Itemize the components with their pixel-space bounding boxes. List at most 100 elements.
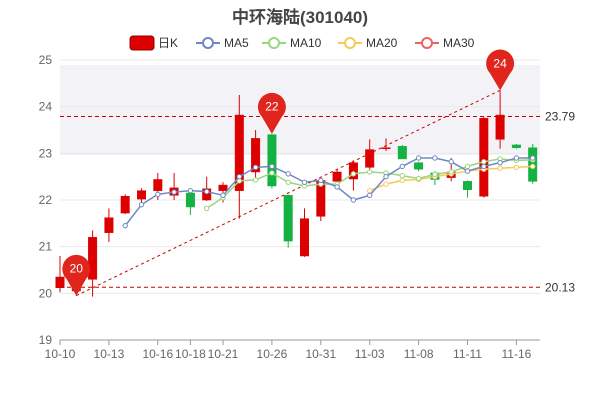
legend-item-ma30[interactable]: MA30 xyxy=(415,36,475,50)
legend-label: 日K xyxy=(158,36,178,50)
x-tick-label: 10-21 xyxy=(208,347,239,361)
y-axis: 19 20 21 22 23 24 25 xyxy=(39,53,53,347)
ma5-point xyxy=(236,173,243,180)
ma5-point xyxy=(187,187,194,194)
candle-body xyxy=(332,171,342,182)
ma10-point xyxy=(432,171,438,178)
ma20-point xyxy=(367,187,373,194)
legend-item-日k[interactable]: 日K xyxy=(129,35,178,51)
ma5-point xyxy=(334,184,340,190)
legend-swatch-circle xyxy=(268,37,280,49)
ma5-point xyxy=(530,155,536,161)
ma5-point xyxy=(171,189,177,195)
price-pin xyxy=(257,92,286,134)
price-pin xyxy=(62,254,91,296)
candle-body xyxy=(202,188,212,201)
legend-swatch xyxy=(129,35,155,51)
x-tick-label: 11-03 xyxy=(355,347,385,361)
ma5-point xyxy=(399,163,405,170)
candle-body xyxy=(381,147,391,149)
candle-body xyxy=(88,237,98,280)
price-markers: 20 22 24 xyxy=(62,49,515,296)
candle-body xyxy=(511,144,521,148)
legend-item-ma5[interactable]: MA5 xyxy=(196,36,249,50)
ma10-point xyxy=(285,179,291,185)
ma20-point xyxy=(513,164,520,171)
y-tick-label: 25 xyxy=(39,53,53,67)
price-pin-label: 20 xyxy=(70,262,84,276)
legend-item-ma10[interactable]: MA10 xyxy=(262,36,322,50)
ma5-point xyxy=(448,159,454,165)
legend-label: MA20 xyxy=(366,36,398,50)
candle-body xyxy=(251,138,261,173)
candle-body xyxy=(300,218,309,257)
ma5-point xyxy=(301,179,308,185)
legend-swatch-circle xyxy=(202,37,214,49)
legend-label: MA30 xyxy=(443,36,475,50)
ma5-point xyxy=(367,192,373,199)
ma10-point xyxy=(350,171,357,177)
ma5-point xyxy=(318,177,324,184)
moving-average-lines xyxy=(122,155,536,229)
ma5-point xyxy=(415,155,422,161)
y-tick-label: 23 xyxy=(39,146,53,160)
x-tick-label: 10-10 xyxy=(45,347,76,361)
candle-body xyxy=(185,192,195,208)
x-tick-label: 11-08 xyxy=(404,347,434,361)
legend-item-ma20[interactable]: MA20 xyxy=(338,36,398,50)
x-tick-label: 10-31 xyxy=(305,347,336,361)
y-tick-label: 19 xyxy=(39,333,53,347)
ma20-point xyxy=(383,181,389,187)
x-tick-label: 11-16 xyxy=(501,347,531,361)
candle-body xyxy=(479,118,489,197)
candle-body xyxy=(283,195,293,242)
candle-body xyxy=(348,162,358,180)
candle-body xyxy=(267,134,277,187)
ma10-point xyxy=(204,205,210,212)
reference-line-label: 23.79 xyxy=(545,109,575,123)
price-pin xyxy=(486,49,515,91)
ma10-point xyxy=(252,177,259,183)
candle-body xyxy=(365,149,375,168)
reference-line-label: 20.13 xyxy=(545,280,575,294)
candle-body xyxy=(414,162,424,170)
ma5-point xyxy=(481,163,487,170)
x-axis: 10-10 10-13 10-16 10-18 10-21 10-26 10-31 11-03… xyxy=(45,339,540,361)
x-tick-label: 10-16 xyxy=(142,347,173,361)
ma10-point xyxy=(448,169,454,175)
y-tick-label: 21 xyxy=(39,240,53,254)
ma5-point xyxy=(513,155,520,161)
ma10-point xyxy=(415,175,422,182)
legend[interactable]: 日K MA5 MA10 MA20 MA30 xyxy=(129,35,475,51)
chart-title: 中环海陆(301040) xyxy=(231,8,369,27)
reference-lines: 23.79 20.13 xyxy=(60,89,575,297)
legend-label: MA5 xyxy=(224,36,249,50)
price-pin-label: 24 xyxy=(493,56,507,70)
x-tick-label: 10-13 xyxy=(94,347,125,361)
candle-body xyxy=(120,196,130,214)
ma10-point xyxy=(367,169,373,175)
ma20-point xyxy=(399,177,405,184)
ma5-point xyxy=(350,197,357,203)
candle-body xyxy=(234,114,244,191)
legend-swatch-circle xyxy=(421,37,433,49)
ma5-point xyxy=(220,192,226,199)
ma5-point xyxy=(383,173,389,180)
y-tick-label: 20 xyxy=(39,286,53,300)
ma5-point xyxy=(285,171,291,177)
ma20-point xyxy=(497,165,503,171)
ma5-point xyxy=(122,222,128,229)
x-tick-label: 11-11 xyxy=(453,347,482,361)
legend-swatch-circle xyxy=(344,37,356,49)
candle-body xyxy=(137,190,146,200)
ma20-point xyxy=(530,163,536,170)
ma5-point xyxy=(155,191,161,198)
x-tick-label: 10-18 xyxy=(175,347,206,361)
ma10-point xyxy=(464,163,471,170)
price-pin-label: 22 xyxy=(265,100,279,114)
ma5-point xyxy=(497,159,503,166)
candle-body xyxy=(153,179,163,191)
candle-body xyxy=(495,114,505,140)
ma10-point xyxy=(399,173,405,179)
